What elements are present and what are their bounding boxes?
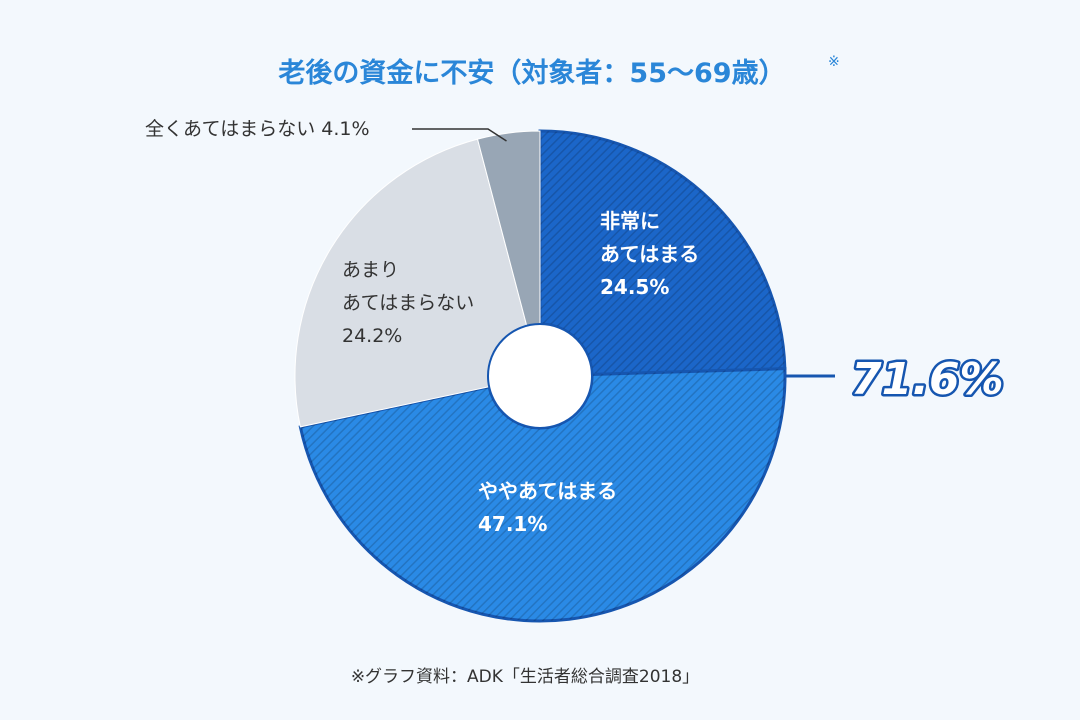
callout-leader-3 [412,128,507,142]
slice-0-hatch [540,131,785,375]
combined-total-label: 71.6% [851,354,1004,405]
slice-1-hatch [300,368,785,621]
donut-hole [487,323,593,429]
slice-value-2-2: 24.2% [342,325,402,347]
slice-label-0-0: 非常に [600,209,660,233]
slices-group [294,129,787,623]
slice-value-1-1: 47.1% [478,512,547,536]
title-note-mark: ※ [828,54,840,70]
slice-value-0-2: 24.5% [600,275,669,299]
slice-label-0-1: あてはまる [600,242,699,266]
slice-label-2-0: あまり [342,259,399,281]
slice-label-3: 全くあてはまらない 4.1% [145,118,370,140]
slice-label-1-0: ややあてはまる [478,479,617,503]
chart-title: 老後の資金に不安（対象者：55〜69歳） [278,57,785,89]
slice-label-2-1: あてはまらない [342,292,474,314]
source-note: ※グラフ資料：ADK「生活者総合調査2018」 [351,667,699,687]
